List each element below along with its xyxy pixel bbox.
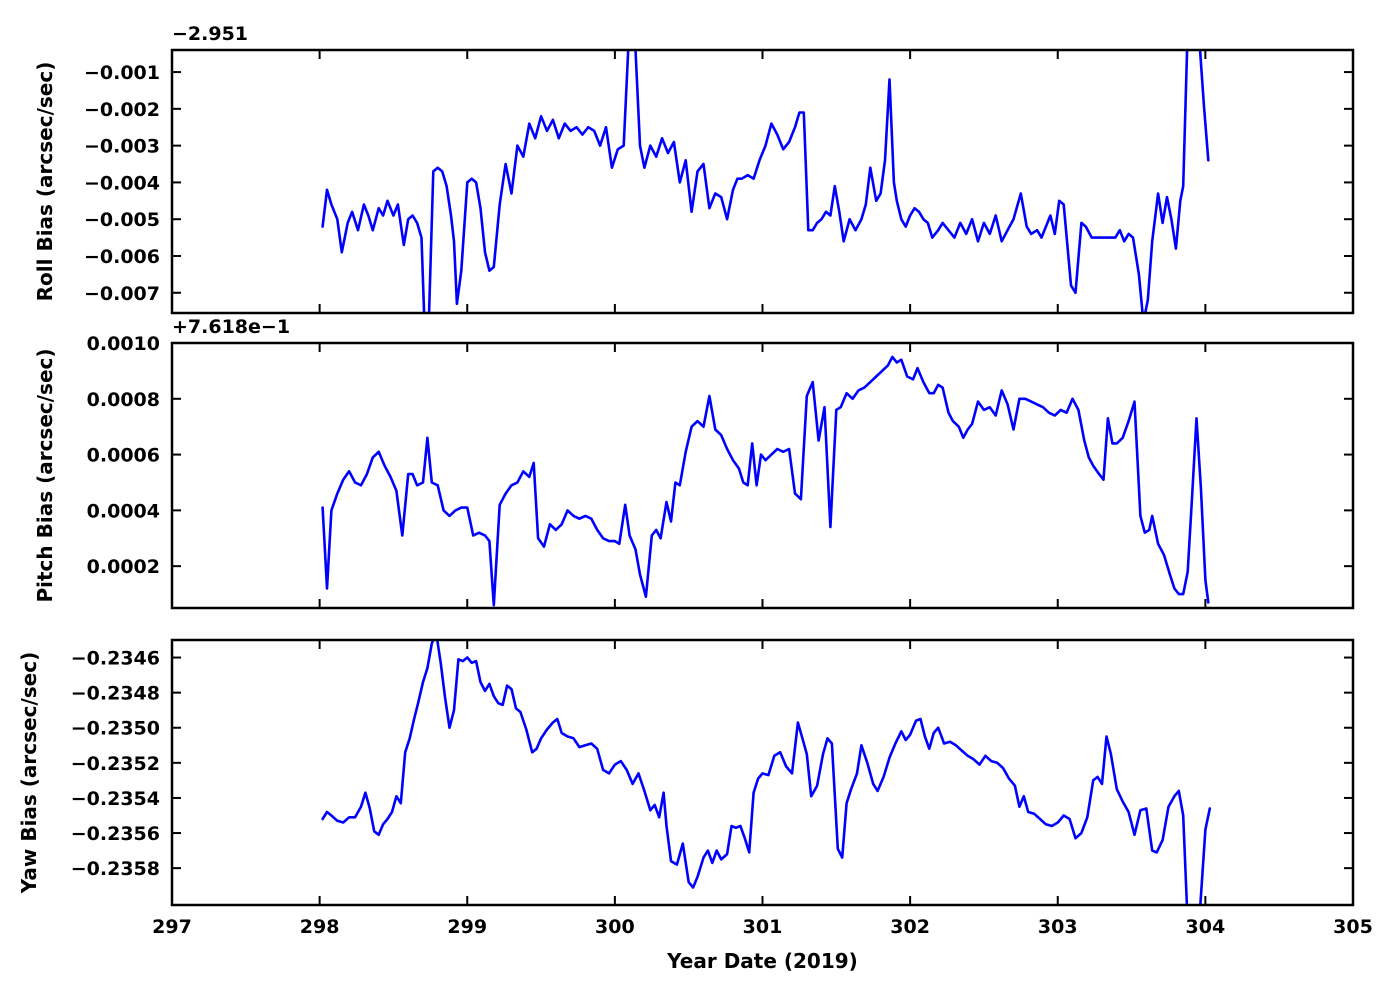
y-tick-label: 0.0010 — [87, 333, 160, 355]
subplot-pitch: 0.0010 0.0008 0.0006 0.0004 0.0002 — [87, 333, 1355, 610]
data-line-yaw — [321, 640, 1212, 905]
x-tick-label: 299 — [447, 916, 487, 938]
subplot-roll: −0.001 −0.002 −0.003 −0.004 −0.005 −0.006 −0.0… — [84, 48, 1355, 315]
y-tick-label: −0.2354 — [71, 788, 160, 810]
subplots-group: −0.001 −0.002 −0.003 −0.004 −0.005 −0.006 −0.0… — [71, 48, 1373, 938]
y-tick-label: −0.002 — [84, 99, 160, 121]
plot-frame — [170, 341, 1355, 610]
x-tick-label: 304 — [1186, 916, 1226, 938]
x-tick-label: 302 — [890, 916, 930, 938]
x-tick-label: 303 — [1038, 916, 1078, 938]
y-tick-label: −0.2346 — [71, 648, 160, 670]
offset-text-pitch: +7.618e−1 — [172, 316, 290, 338]
subplot-yaw: 297 298 299 300 301 302 303 304 305 −0.2346 −0.234… — [71, 638, 1373, 938]
y-tick-label: −0.2358 — [71, 858, 160, 880]
y-axis-label-yaw: Yaw Bias (arcsec/sec) — [17, 652, 41, 895]
x-tick-label: 297 — [152, 916, 192, 938]
y-axis-label-roll: Roll Bias (arcsec/sec) — [33, 62, 57, 302]
y-tick-label: −0.006 — [84, 246, 160, 268]
x-tick-label: 300 — [595, 916, 635, 938]
y-tick-label: 0.0002 — [87, 556, 160, 578]
offset-text-roll: −2.951 — [172, 23, 248, 45]
y-tick-label: −0.2352 — [71, 753, 160, 775]
y-tick-label: 0.0008 — [87, 389, 160, 411]
data-line-roll — [321, 50, 1210, 313]
x-tick-label: 305 — [1333, 916, 1373, 938]
x-tick-label: 301 — [743, 916, 783, 938]
y-tick-label: 0.0006 — [87, 445, 160, 467]
plot-frame — [170, 48, 1355, 315]
y-axis-label-pitch: Pitch Bias (arcsec/sec) — [33, 348, 57, 602]
y-tick-label: 0.0004 — [87, 500, 160, 522]
y-tick-label: −0.2348 — [71, 683, 160, 705]
y-tick-label: −0.005 — [84, 209, 160, 231]
y-tick-label: −0.2350 — [71, 718, 160, 740]
plot-frame — [170, 638, 1355, 907]
y-tick-label: −0.007 — [84, 283, 160, 305]
data-line-pitch — [321, 355, 1210, 607]
y-tick-label: −0.003 — [84, 136, 160, 158]
y-tick-label: −0.2356 — [71, 823, 160, 845]
y-tick-label: −0.004 — [84, 172, 160, 194]
x-tick-label: 298 — [300, 916, 340, 938]
x-axis-label: Year Date (2019) — [666, 949, 858, 973]
y-tick-label: −0.001 — [84, 62, 160, 84]
